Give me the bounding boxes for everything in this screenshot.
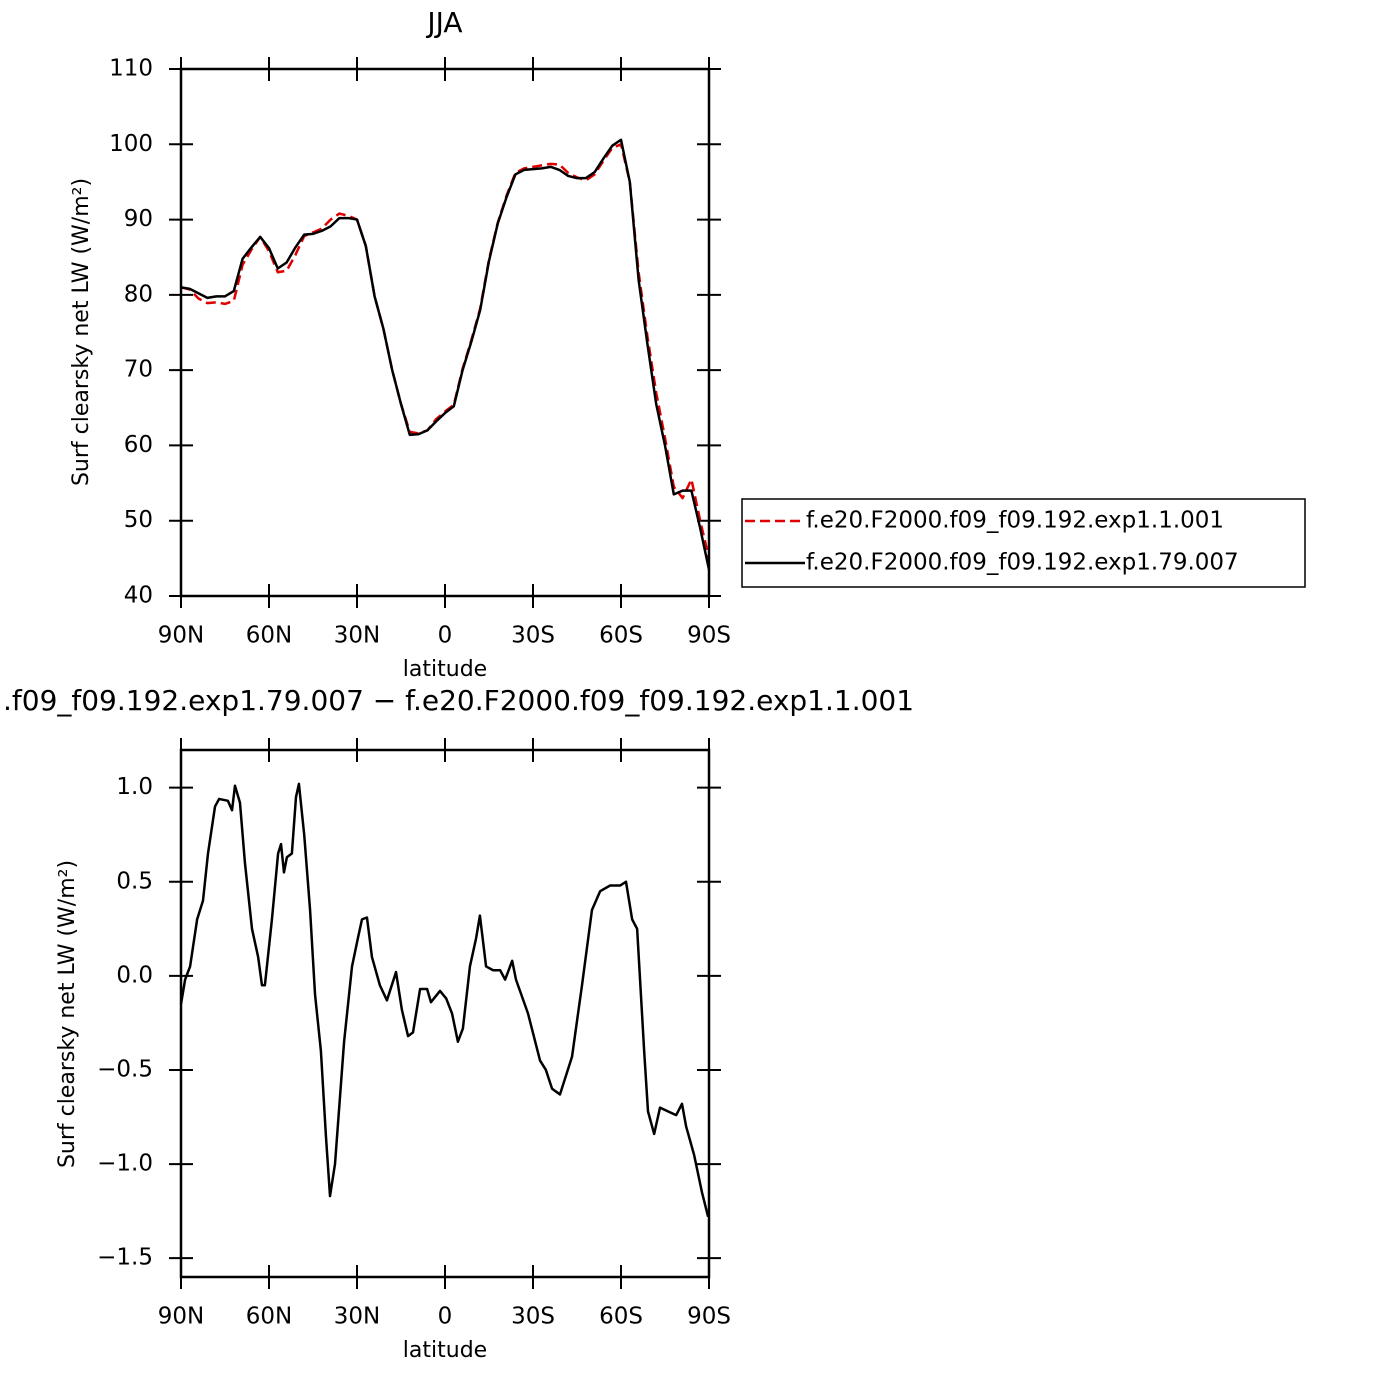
- line-series: [179, 782, 710, 1218]
- plot-frame: [179, 67, 711, 598]
- y-tick-label: 40: [124, 583, 153, 609]
- y-tick-label: 0.0: [116, 962, 153, 988]
- x-tick-label: 90N: [158, 623, 204, 649]
- x-axis-label: latitude: [403, 1338, 487, 1363]
- legend-box: [741, 498, 1306, 588]
- x-tick-label: 90N: [158, 1304, 204, 1330]
- x-tick-label: 30N: [334, 623, 380, 649]
- x-tick-label: 60N: [246, 623, 292, 649]
- y-tick-label: 60: [124, 432, 153, 458]
- legend-label: f.e20.F2000.f09_f09.192.exp1.79.007: [806, 550, 1239, 576]
- y-tick-label: 70: [124, 357, 153, 383]
- y-tick-label: 50: [124, 507, 153, 533]
- plot-frame: [179, 748, 711, 1279]
- y-tick-label: −0.5: [97, 1056, 153, 1082]
- chart-title: JJA: [425, 6, 462, 39]
- x-tick-label: 60S: [599, 1304, 643, 1330]
- y-tick-label: 80: [124, 281, 153, 307]
- x-tick-label: 30S: [511, 1304, 555, 1330]
- y-tick-label: 1.0: [116, 774, 153, 800]
- y-axis-label: Surf clearsky net LW (W/m²): [69, 178, 94, 486]
- x-tick-label: 30N: [334, 1304, 380, 1330]
- chart-title: .f09_f09.192.exp1.79.007 − f.e20.F2000.f…: [3, 684, 914, 717]
- x-tick-label: 0: [438, 1304, 453, 1330]
- x-axis-label: latitude: [403, 657, 487, 682]
- y-tick-label: 0.5: [116, 868, 153, 894]
- x-tick-label: 90S: [687, 623, 731, 649]
- legend-label: f.e20.F2000.f09_f09.192.exp1.1.001: [806, 508, 1224, 534]
- x-tick-label: 90S: [687, 1304, 731, 1330]
- line-series: [180, 138, 711, 570]
- line-series: [180, 143, 711, 559]
- x-tick-label: 30S: [511, 623, 555, 649]
- y-tick-label: 90: [124, 206, 153, 232]
- y-tick-label: −1.0: [97, 1151, 153, 1177]
- x-tick-label: 60S: [599, 623, 643, 649]
- y-tick-label: −1.5: [97, 1245, 153, 1271]
- y-tick-label: 110: [109, 56, 153, 82]
- x-tick-label: 60N: [246, 1304, 292, 1330]
- y-tick-label: 100: [109, 131, 153, 157]
- x-tick-label: 0: [438, 623, 453, 649]
- y-axis-label: Surf clearsky net LW (W/m²): [55, 860, 80, 1168]
